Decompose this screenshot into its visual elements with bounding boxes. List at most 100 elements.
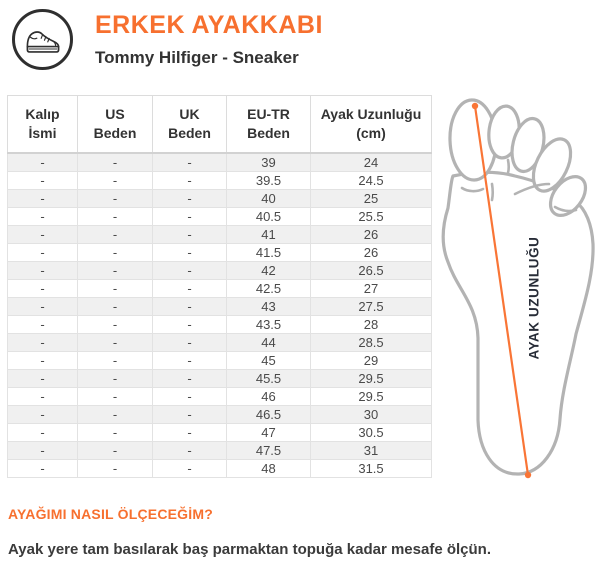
table-row: - - -39.5 24.5 [7,170,432,190]
table-cell: 43 [226,296,311,316]
table-cell: - [152,260,227,280]
size-table-body: - - -39 24- - -39.5 24.5- - -40 25- - -40.5 25.5- - -4… [7,152,432,478]
table-cell: - [77,206,153,226]
table-row: - - -43 27.5 [7,296,432,316]
table-cell: 28 [310,314,432,334]
table-cell: - [152,314,227,334]
column-header: Ayak Uzunluğu (cm) [310,94,432,154]
table-cell: - [7,350,78,370]
table-cell: 24 [310,152,432,172]
table-cell: - [77,242,153,262]
table-cell: - [152,350,227,370]
table-cell: - [7,188,78,208]
table-cell: 39 [226,152,311,172]
table-cell: 31.5 [310,458,432,478]
table-row: - - -45 29 [7,350,432,370]
table-cell: - [77,368,153,388]
how-to-measure-text: Ayak yere tam basılarak baş parmaktan to… [8,541,491,558]
table-cell: 45 [226,350,311,370]
table-cell: 29.5 [310,386,432,406]
table-cell: - [77,458,153,478]
table-row: - - -45.5 29.5 [7,368,432,388]
column-header: Kalıp İsmi [7,94,78,154]
table-cell: - [7,368,78,388]
table-cell: - [77,260,153,280]
table-cell: - [152,278,227,298]
table-cell: 31 [310,440,432,460]
table-cell: - [152,404,227,424]
table-cell: - [152,224,227,244]
table-row: - - -42.5 27 [7,278,432,298]
table-cell: 47.5 [226,440,311,460]
table-cell: 46 [226,386,311,406]
table-cell: - [7,170,78,190]
table-cell: 46.5 [226,404,311,424]
table-row: - - -40.5 25.5 [7,206,432,226]
table-cell: - [7,314,78,334]
size-table: Kalıp İsmi US Beden UK Beden EU-TR Beden Aya… [7,94,432,478]
table-row: - - -41 26 [7,224,432,244]
table-cell: 40 [226,188,311,208]
table-cell: - [152,440,227,460]
table-cell: - [7,404,78,424]
table-cell: 42 [226,260,311,280]
table-cell: - [77,404,153,424]
table-row: - - -48 31.5 [7,458,432,478]
column-header: UK Beden [152,94,227,154]
table-cell: - [7,296,78,316]
table-cell: - [7,440,78,460]
table-cell: 26 [310,224,432,244]
table-row: - - -40 25 [7,188,432,208]
sneaker-icon [12,9,73,70]
table-cell: - [7,224,78,244]
table-row: - - -39 24 [7,152,432,172]
table-cell: - [77,278,153,298]
size-table-header: Kalıp İsmi US Beden UK Beden EU-TR Beden Aya… [7,94,432,154]
table-cell: 26.5 [310,260,432,280]
table-cell: - [7,386,78,406]
table-cell: - [7,260,78,280]
table-cell: - [7,242,78,262]
table-row: - - -47.5 31 [7,440,432,460]
table-cell: 30 [310,404,432,424]
table-cell: - [152,386,227,406]
table-cell: 42.5 [226,278,311,298]
table-cell: 39.5 [226,170,311,190]
table-cell: 30.5 [310,422,432,442]
table-row: - - -46.5 30 [7,404,432,424]
table-cell: 27.5 [310,296,432,316]
table-cell: 41.5 [226,242,311,262]
table-row: - - -41.5 26 [7,242,432,262]
table-cell: - [152,458,227,478]
table-cell: 40.5 [226,206,311,226]
table-row: - - -46 29.5 [7,386,432,406]
table-cell: - [77,314,153,334]
foot-length-label: AYAK UZUNLUĞU [526,236,542,360]
table-cell: 43.5 [226,314,311,334]
table-cell: - [77,440,153,460]
table-cell: 45.5 [226,368,311,388]
measure-line [471,102,532,479]
table-cell: - [77,224,153,244]
how-to-measure-heading: AYAĞIMI NASIL ÖLÇECEĞİM? [8,506,213,522]
table-cell: 28.5 [310,332,432,352]
table-cell: 26 [310,242,432,262]
table-cell: 44 [226,332,311,352]
table-cell: - [77,386,153,406]
foot-sole-illustration [435,88,603,490]
table-cell: - [7,332,78,352]
table-cell: - [77,422,153,442]
table-cell: 47 [226,422,311,442]
table-cell: - [77,152,153,172]
table-cell: 48 [226,458,311,478]
table-cell: 41 [226,224,311,244]
table-cell: - [7,206,78,226]
table-cell: 25.5 [310,206,432,226]
table-cell: - [152,170,227,190]
table-cell: 27 [310,278,432,298]
table-cell: - [152,332,227,352]
column-header: US Beden [77,94,153,154]
table-cell: 24.5 [310,170,432,190]
table-cell: - [7,278,78,298]
